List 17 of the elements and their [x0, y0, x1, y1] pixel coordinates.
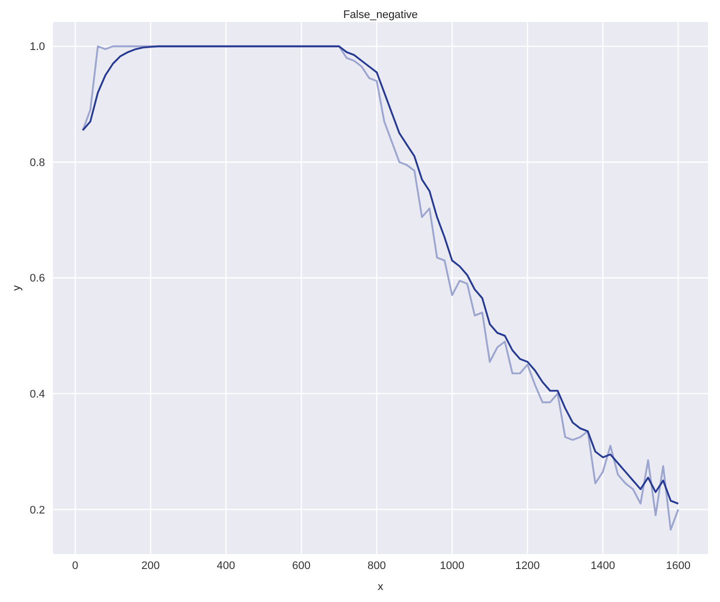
x-tick-label: 1200 [515, 560, 540, 572]
x-tick-label: 400 [216, 560, 236, 572]
x-axis-title: x [378, 581, 384, 593]
x-tick-label: 1000 [440, 560, 464, 572]
y-tick-label: 0.8 [30, 156, 45, 169]
chart-title: False_negative [343, 9, 418, 21]
y-axis-title: y [11, 284, 23, 291]
x-tick-label: 0 [72, 560, 78, 572]
y-tick-label: 0.4 [30, 388, 45, 400]
x-tick-label: 200 [141, 560, 160, 572]
x-tick-label: 1400 [590, 560, 616, 572]
y-tick-label: 0.2 [30, 504, 45, 516]
x-tick-label: 800 [368, 560, 386, 572]
x-tick-label: 1600 [666, 560, 690, 572]
y-tick-label: 0.6 [30, 272, 45, 285]
x-tick-label: 600 [292, 560, 311, 572]
y-tick-label: 1.0 [30, 41, 45, 54]
